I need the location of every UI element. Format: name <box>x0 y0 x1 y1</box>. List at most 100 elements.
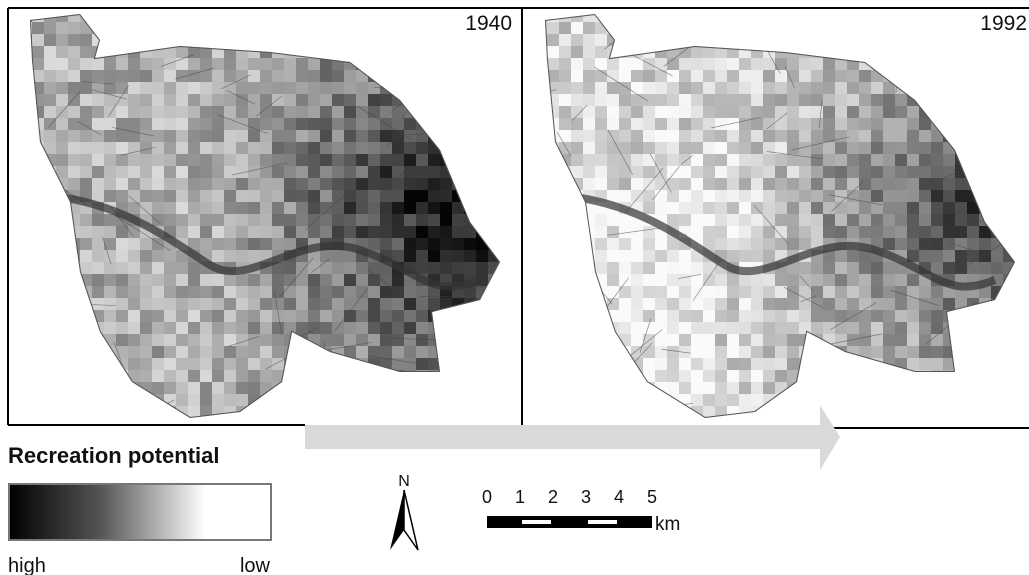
map-cell <box>667 346 679 358</box>
map-cell <box>248 334 260 346</box>
map-cell <box>164 346 176 358</box>
map-cell <box>955 142 967 154</box>
map-cell <box>775 298 787 310</box>
map-cell <box>68 130 80 142</box>
map-cell <box>500 226 512 238</box>
map-cell <box>643 70 655 82</box>
map-cell <box>715 370 727 382</box>
map-cell <box>1015 298 1027 310</box>
map-cell <box>895 394 907 406</box>
map-cell <box>428 94 440 106</box>
map-cell <box>500 238 512 250</box>
map-cell <box>1003 70 1015 82</box>
map-cell <box>56 226 68 238</box>
map-cell <box>188 190 200 202</box>
map-cell <box>667 298 679 310</box>
map-cell <box>979 58 991 70</box>
map-cell <box>667 274 679 286</box>
map-cell <box>907 334 919 346</box>
map-cell <box>883 226 895 238</box>
map-cell <box>583 334 595 346</box>
map-cell <box>20 286 32 298</box>
map-cell <box>955 34 967 46</box>
map-cell <box>92 46 104 58</box>
map-cell <box>571 370 583 382</box>
map-cell <box>691 94 703 106</box>
map-cell <box>368 394 380 406</box>
map-cell <box>607 250 619 262</box>
map-cell <box>799 394 811 406</box>
map-cell <box>260 358 272 370</box>
map-cell <box>991 34 1003 46</box>
map-cell <box>595 346 607 358</box>
map-cell <box>751 202 763 214</box>
map-cell <box>619 346 631 358</box>
map-cell <box>200 58 212 70</box>
map-cell <box>404 346 416 358</box>
map-cell <box>571 358 583 370</box>
map-cell <box>128 346 140 358</box>
map-cell <box>727 46 739 58</box>
map-cell <box>104 394 116 406</box>
map-cell <box>104 310 116 322</box>
map-cell <box>224 286 236 298</box>
map-cell <box>248 190 260 202</box>
map-cell <box>667 334 679 346</box>
map-cell <box>703 262 715 274</box>
map-cell <box>140 358 152 370</box>
map-cell <box>140 394 152 406</box>
map-cell <box>368 310 380 322</box>
map-cell <box>931 154 943 166</box>
map-cell <box>739 130 751 142</box>
map-cell <box>284 298 296 310</box>
map-cell <box>44 130 56 142</box>
map-cell <box>535 118 547 130</box>
map-cell <box>356 154 368 166</box>
map-cell <box>416 22 428 34</box>
map-cell <box>895 310 907 322</box>
map-cell <box>859 286 871 298</box>
map-cell <box>440 142 452 154</box>
map-cell <box>356 34 368 46</box>
map-cell <box>847 262 859 274</box>
map-cell <box>571 382 583 394</box>
map-cell <box>176 46 188 58</box>
map-cell <box>607 370 619 382</box>
map-cell <box>919 58 931 70</box>
map-cell <box>943 298 955 310</box>
map-cell <box>500 262 512 274</box>
map-cell <box>224 58 236 70</box>
map-cell <box>703 214 715 226</box>
map-cell <box>344 274 356 286</box>
map-cell <box>188 310 200 322</box>
map-cell <box>559 46 571 58</box>
map-cell <box>56 118 68 130</box>
map-cell <box>188 274 200 286</box>
map-cell <box>559 166 571 178</box>
map-cell <box>703 70 715 82</box>
map-cell <box>248 106 260 118</box>
map-cell <box>116 262 128 274</box>
map-cell <box>476 58 488 70</box>
map-cell <box>344 10 356 22</box>
map-cell <box>631 46 643 58</box>
map-cell <box>500 58 512 70</box>
map-cell <box>535 274 547 286</box>
map-cell <box>619 322 631 334</box>
map-cell <box>583 298 595 310</box>
map-cell <box>440 58 452 70</box>
map-cell <box>284 214 296 226</box>
map-cell <box>404 298 416 310</box>
map-cell <box>200 382 212 394</box>
map-cell <box>583 154 595 166</box>
map-cell <box>835 106 847 118</box>
map-cell <box>727 34 739 46</box>
map-cell <box>92 274 104 286</box>
map-cell <box>380 322 392 334</box>
map-cell <box>967 106 979 118</box>
map-cell <box>811 298 823 310</box>
map-cell <box>919 82 931 94</box>
map-cell <box>152 118 164 130</box>
map-cell <box>607 346 619 358</box>
map-cell <box>835 202 847 214</box>
